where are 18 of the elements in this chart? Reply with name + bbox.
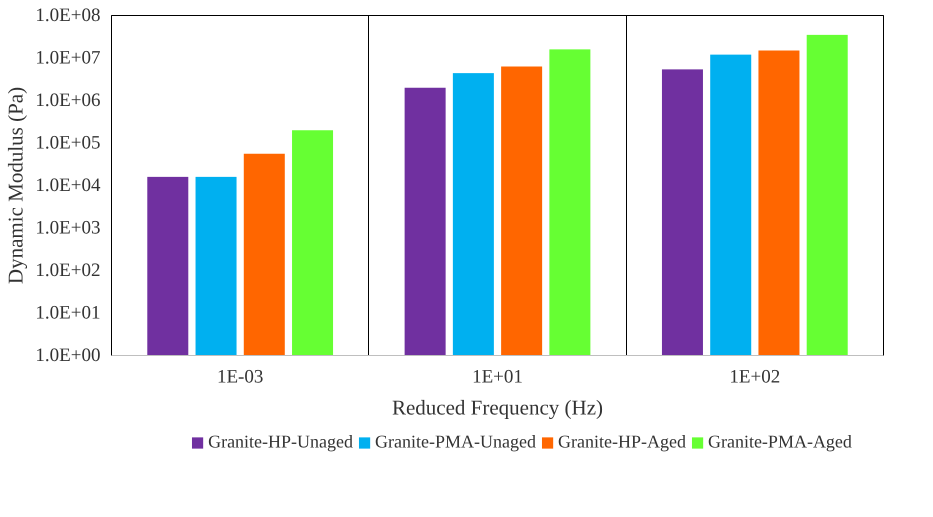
y-tick-label: 1.0E+00 [35, 345, 101, 366]
x-tick-label: 1E+02 [729, 366, 780, 388]
x-axis-title: Reduced Frequency (Hz) [392, 396, 604, 420]
legend-label: Granite-HP-Unaged [208, 432, 354, 452]
x-tick-label: 1E+01 [472, 366, 523, 388]
x-tick-label: 1E-03 [216, 366, 264, 388]
y-tick-label: 1.0E+08 [35, 5, 101, 26]
legend-label: Granite-PMA-Unaged [375, 432, 536, 452]
y-tick-label: 1.0E+05 [35, 132, 101, 154]
legend-label: Granite-PMA-Aged [708, 432, 852, 452]
y-axis-title: Dynamic Modulus (Pa) [3, 86, 28, 284]
y-tick-label: 1.0E+02 [35, 260, 101, 281]
y-tick-label: 1.0E+07 [35, 48, 101, 68]
legend-label: Granite-HP-Aged [558, 432, 686, 452]
y-tick-label: 1.0E+01 [35, 302, 101, 324]
y-tick-label: 1.0E+03 [35, 218, 101, 238]
y-tick-label: 1.0E+04 [35, 175, 101, 196]
y-tick-label: 1.0E+06 [35, 90, 101, 111]
